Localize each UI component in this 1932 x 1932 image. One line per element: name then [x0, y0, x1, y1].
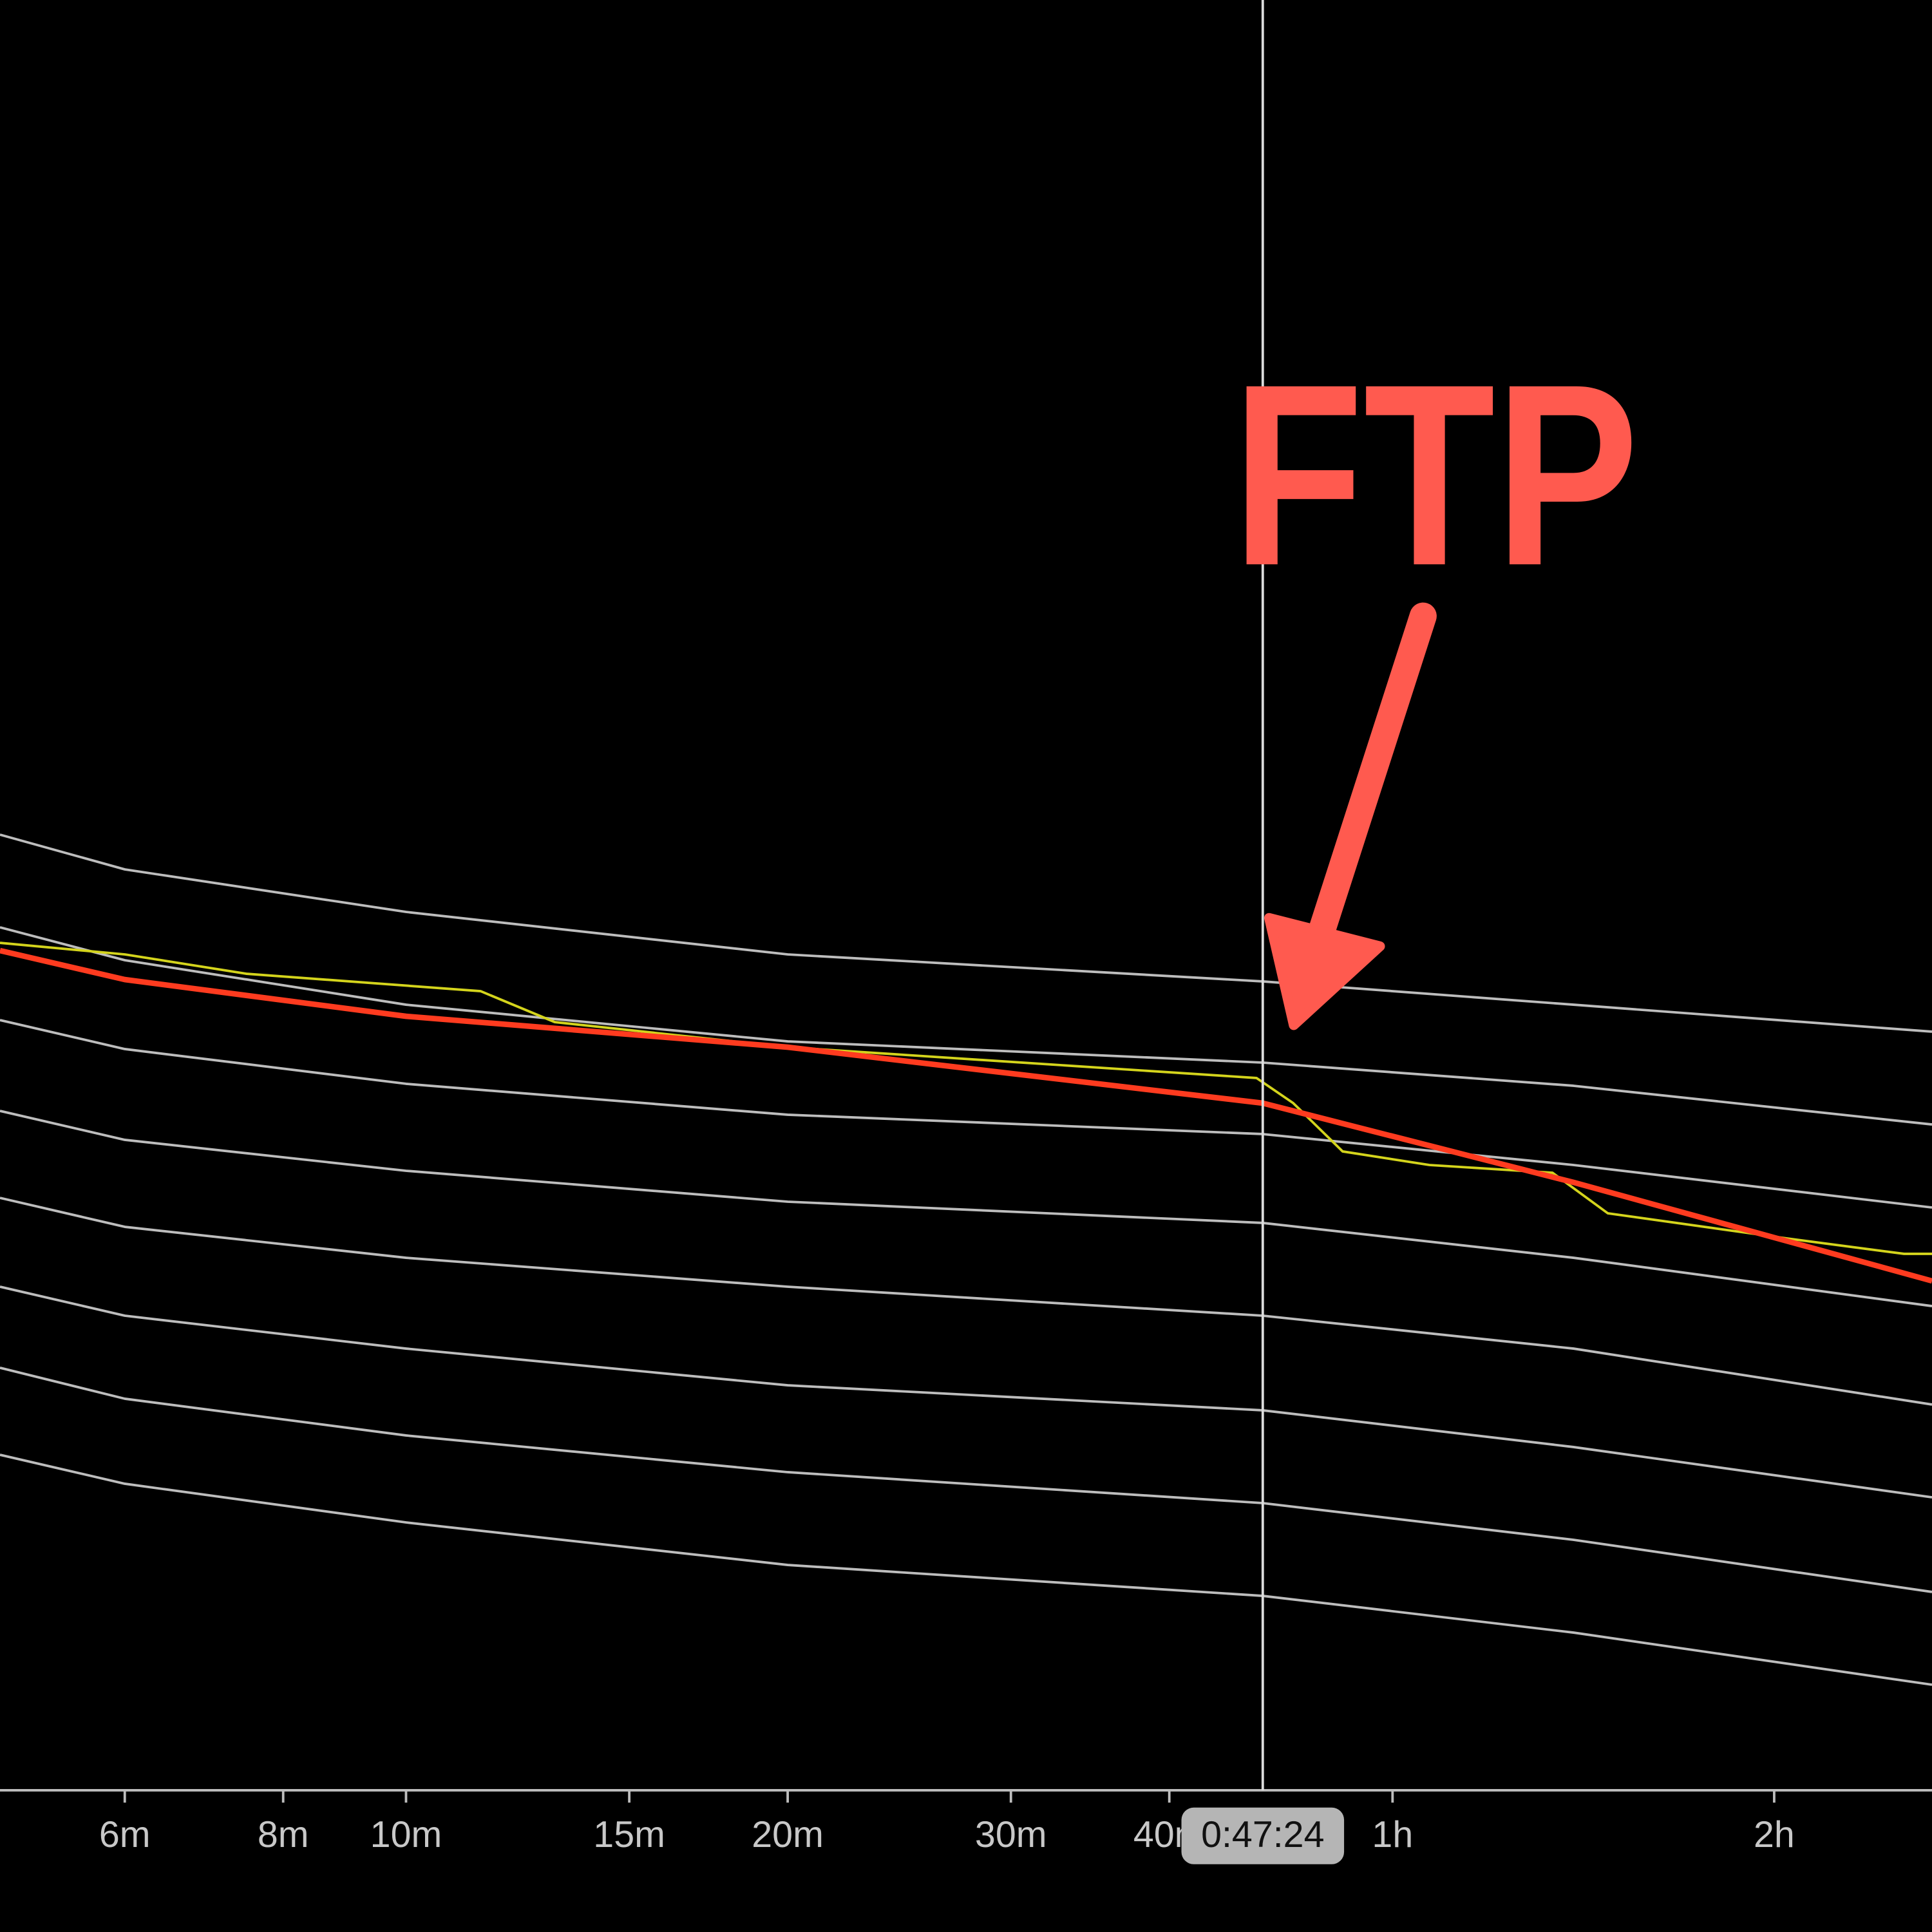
annotation: FTP — [1232, 330, 1638, 620]
series-line — [0, 1019, 1932, 1209]
cursor-label: 0:47:24 — [1201, 1814, 1324, 1855]
series-line — [0, 942, 1932, 1255]
x-tick-label: 8m — [258, 1814, 309, 1855]
series-line — [0, 1110, 1932, 1307]
x-tick-label: 30m — [975, 1814, 1047, 1855]
series-line — [0, 926, 1932, 1126]
plot-area: 6m 8m 10m 15m 20m 30m 40m 1h 2h0:47:24 — [0, 0, 1932, 1864]
series-line — [0, 833, 1932, 1033]
x-tick-label: 15m — [593, 1814, 665, 1855]
x-tick-label: 2h — [1754, 1814, 1795, 1855]
arrow-shaft — [1302, 602, 1437, 963]
series-line — [0, 1285, 1932, 1499]
series-line — [0, 947, 1932, 1284]
series-line — [0, 1197, 1932, 1406]
x-tick-label: 20m — [752, 1814, 824, 1855]
x-tick-label: 10m — [370, 1814, 442, 1855]
x-tick-label: 6m — [99, 1814, 151, 1855]
series-line — [0, 1454, 1932, 1686]
arrow-head — [1264, 913, 1385, 1030]
series-line — [0, 1367, 1932, 1593]
x-tick-label: 1h — [1372, 1814, 1413, 1855]
cursor-label-box — [1181, 1807, 1345, 1864]
